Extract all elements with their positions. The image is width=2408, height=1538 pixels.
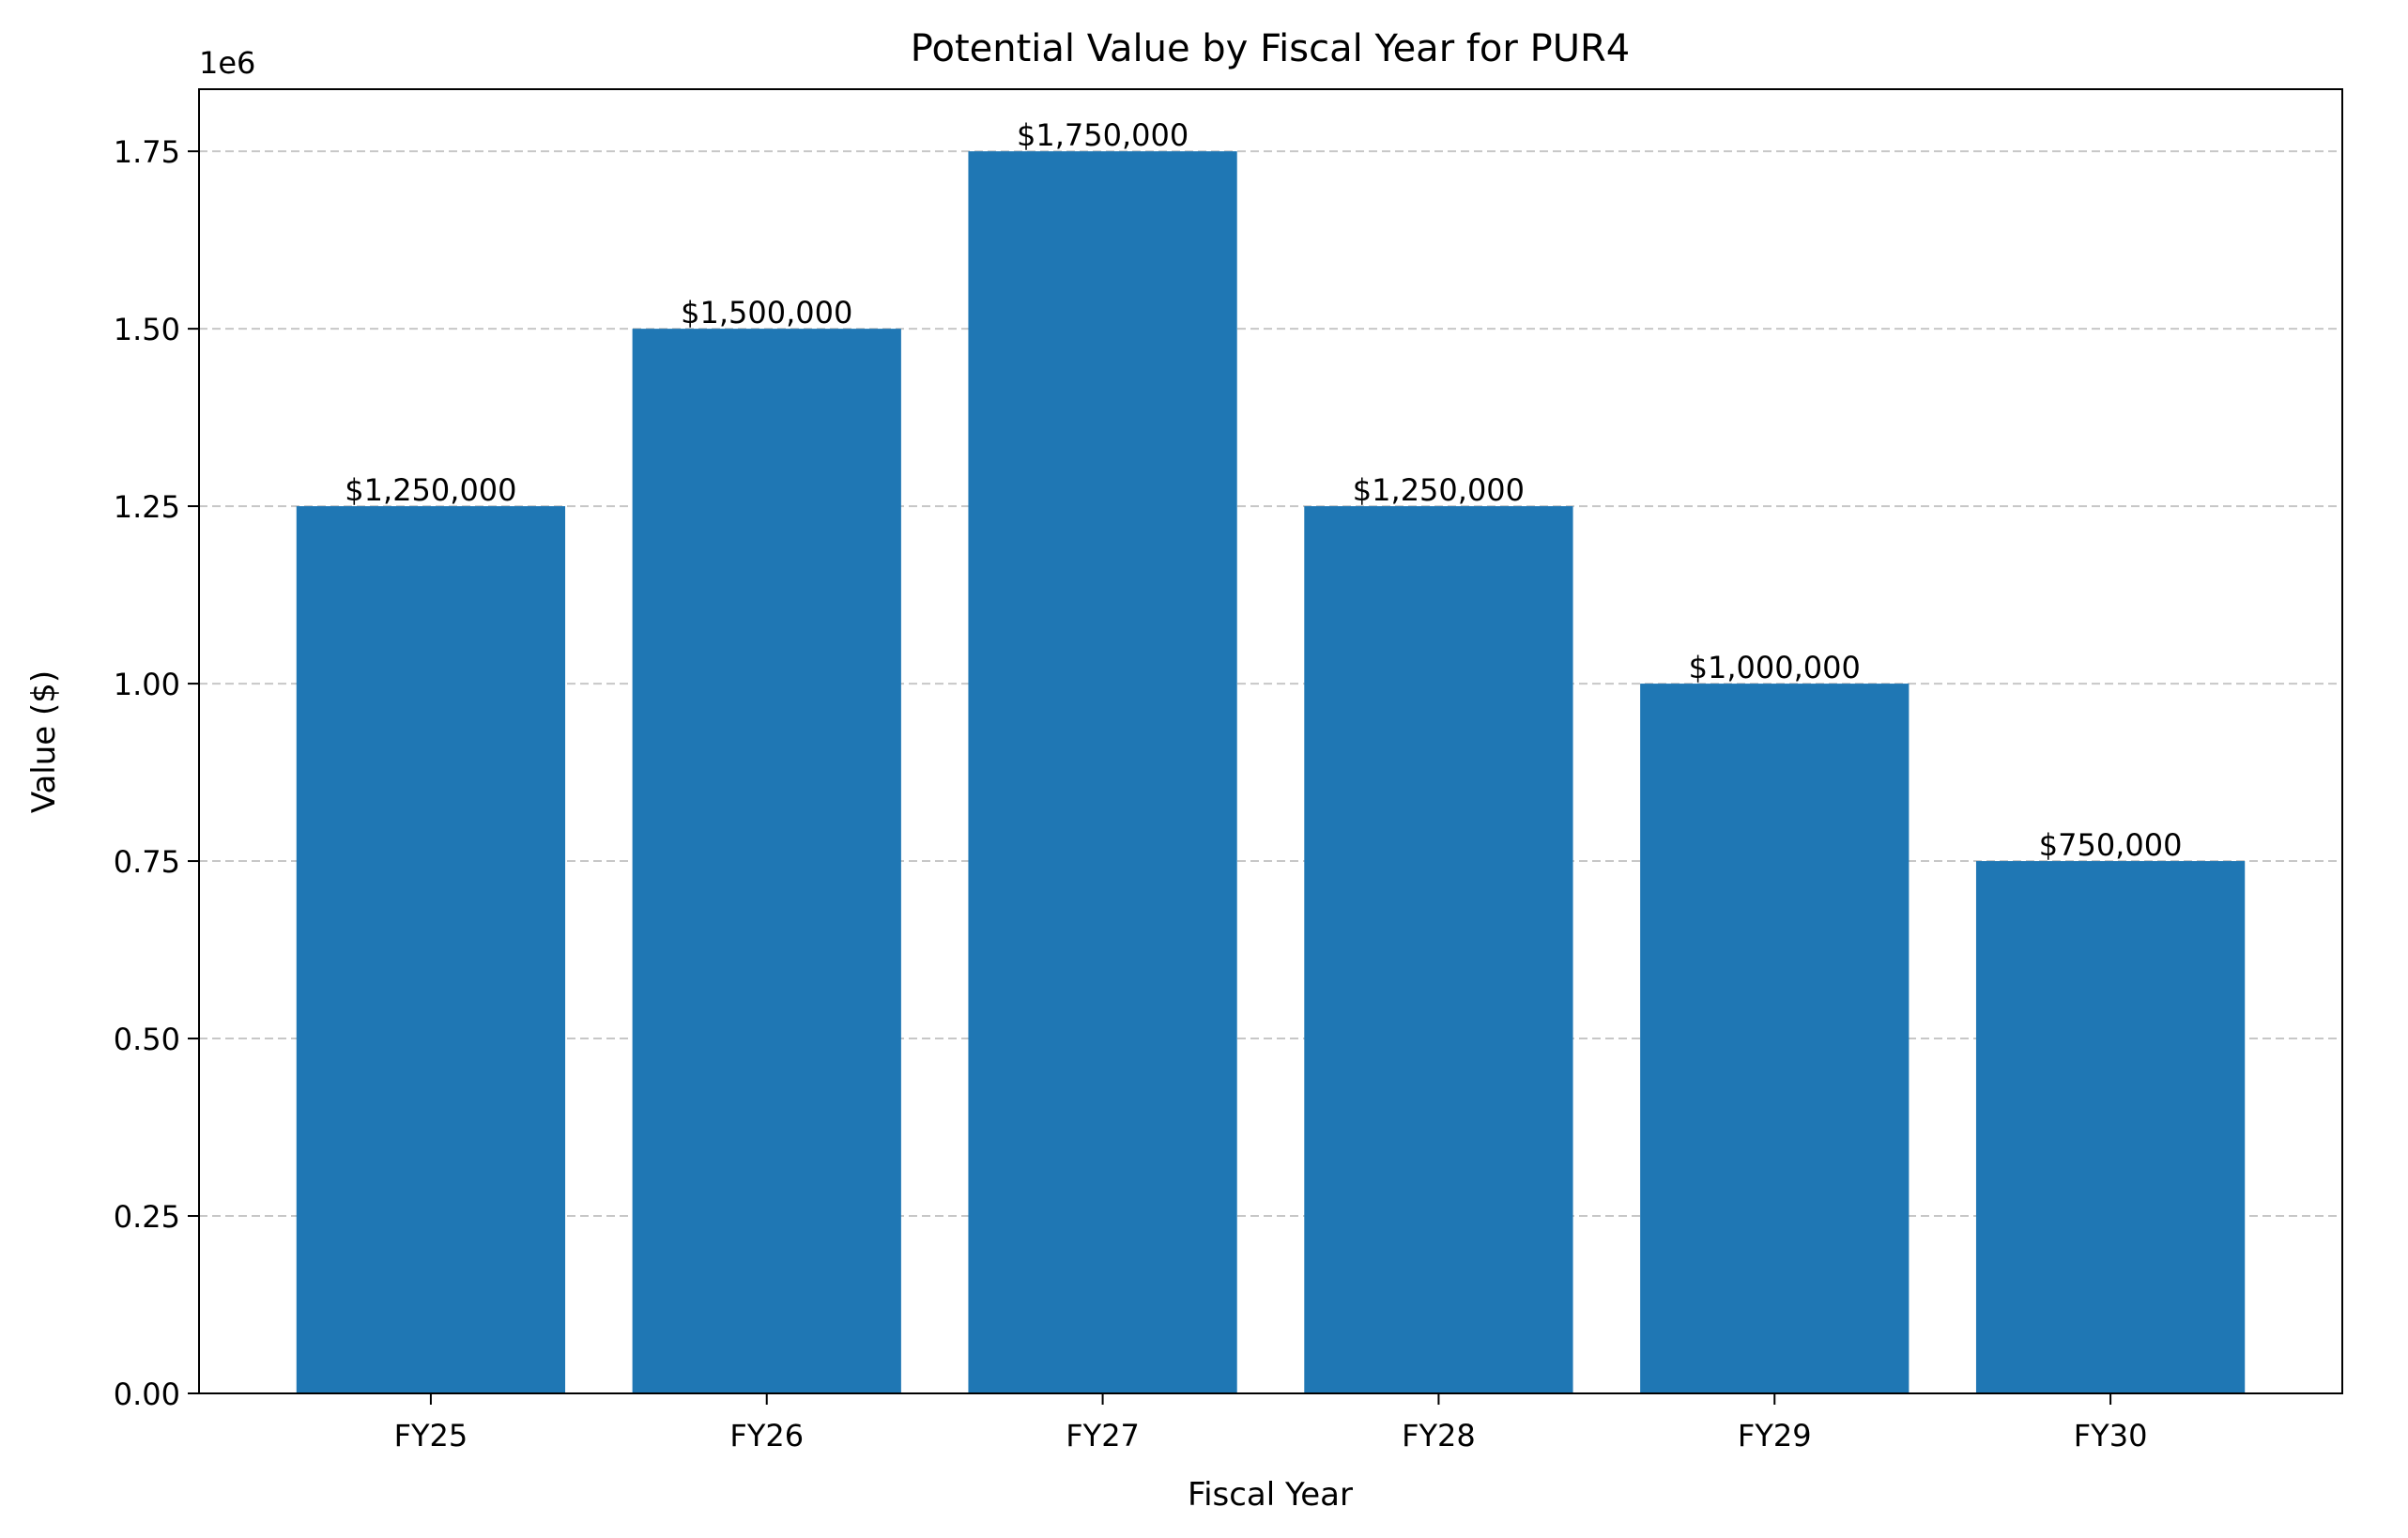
bar-fy28 [1304, 506, 1573, 1393]
axes-frame [198, 88, 2343, 1394]
x-tick-label: FY25 [394, 1418, 468, 1453]
chart-title: Potential Value by Fiscal Year for PUR4 [911, 27, 1630, 70]
bar-value-label: $1,000,000 [1689, 650, 1861, 685]
bar-value-label: $1,250,000 [1353, 472, 1525, 508]
x-tick-label: FY27 [1066, 1418, 1140, 1453]
bar-fy27 [968, 151, 1237, 1394]
x-tick-label: FY26 [729, 1418, 804, 1453]
bar-fy26 [632, 329, 901, 1393]
data-labels-layer: $1,250,000 $1,500,000 $1,750,000 $1,250,000… [345, 117, 2182, 863]
x-tick-label: FY30 [2074, 1418, 2148, 1453]
y-tick-label: 0.75 [114, 844, 180, 880]
bar-value-label: $1,250,000 [345, 472, 516, 508]
bar-fy25 [296, 506, 566, 1393]
y-axis-offset-label: 1e6 [199, 45, 255, 81]
y-tick-label: 1.00 [114, 667, 180, 702]
x-tick-label: FY29 [1738, 1418, 1812, 1453]
bar-value-label: $750,000 [2039, 827, 2183, 863]
ticks-layer: 0.00 0.25 0.50 0.75 1.00 1.25 1.50 1.75 FY25 FY26… [114, 134, 2148, 1453]
y-tick-label: 1.25 [114, 489, 180, 525]
y-tick-label: 0.50 [114, 1022, 180, 1057]
y-tick-label: 0.25 [114, 1199, 180, 1235]
x-tick-label: FY28 [1402, 1418, 1476, 1453]
bar-fy29 [1640, 684, 1910, 1393]
y-tick-label: 1.50 [114, 312, 180, 347]
bar-fy30 [1975, 861, 2246, 1393]
bars-layer [296, 151, 2246, 1394]
x-axis-label: Fiscal Year [1188, 1476, 1353, 1514]
bar-value-label: $1,500,000 [681, 295, 852, 331]
bar-value-label: $1,750,000 [1017, 117, 1189, 153]
y-tick-label: 0.00 [114, 1377, 180, 1412]
y-tick-label: 1.75 [114, 134, 180, 170]
y-axis-label: Value ($) [25, 670, 63, 813]
